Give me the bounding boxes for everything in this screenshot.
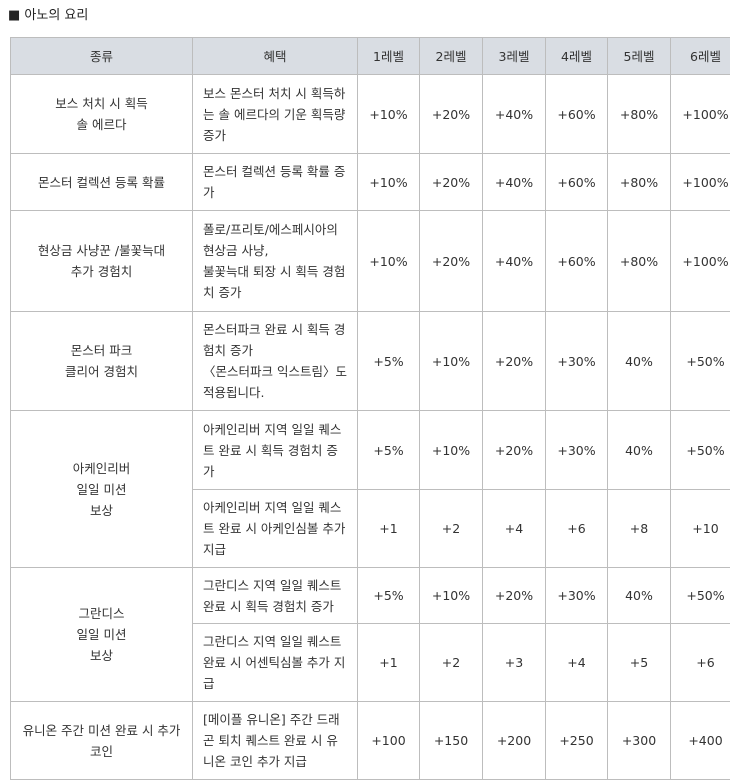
value-cell: +100%	[671, 154, 730, 211]
value-cell: +8	[608, 490, 671, 568]
benefit-cell: 폴로/프리토/에스페시아의 현상금 사냥, 불꽃늑대 퇴장 시 획득 경험치 증…	[193, 211, 358, 312]
value-cell: 40%	[608, 411, 671, 490]
table-row: 아케인리버 일일 미션 보상 아케인리버 지역 일일 퀘스트 완료 시 획득 경…	[11, 411, 730, 490]
header-level-1: 1레벨	[358, 38, 420, 75]
value-cell: +5	[608, 624, 671, 702]
category-cell: 유니온 주간 미션 완료 시 추가 코인	[11, 702, 193, 780]
value-cell: +3	[483, 624, 546, 702]
header-level-5: 5레벨	[608, 38, 671, 75]
table-row: 현상금 사냥꾼 /불꽃늑대 추가 경험치 폴로/프리토/에스페시아의 현상금 사…	[11, 211, 730, 312]
value-cell: +100	[358, 702, 420, 780]
value-cell: +50%	[671, 312, 730, 411]
value-cell: +20%	[420, 154, 483, 211]
value-cell: +4	[546, 624, 608, 702]
value-cell: +30%	[546, 411, 608, 490]
cooking-benefits-table: 종류 혜택 1레벨 2레벨 3레벨 4레벨 5레벨 6레벨 보스 처치 시 획득…	[10, 37, 730, 780]
benefit-cell: 그란디스 지역 일일 퀘스트 완료 시 어센틱심볼 추가 지급	[193, 624, 358, 702]
value-cell: +20%	[420, 211, 483, 312]
value-cell: 40%	[608, 312, 671, 411]
value-cell: +20%	[483, 411, 546, 490]
value-cell: +10%	[358, 75, 420, 154]
table-row: 그란디스 일일 미션 보상 그란디스 지역 일일 퀘스트 완료 시 획득 경험치…	[11, 568, 730, 624]
header-level-3: 3레벨	[483, 38, 546, 75]
value-cell: +150	[420, 702, 483, 780]
value-cell: +30%	[546, 568, 608, 624]
value-cell: +10%	[358, 211, 420, 312]
value-cell: +20%	[483, 312, 546, 411]
section-title: ■ 아노의 요리	[8, 5, 88, 27]
header-row: 종류 혜택 1레벨 2레벨 3레벨 4레벨 5레벨 6레벨	[11, 38, 730, 75]
value-cell: +10	[671, 490, 730, 568]
value-cell: +40%	[483, 211, 546, 312]
category-cell: 현상금 사냥꾼 /불꽃늑대 추가 경험치	[11, 211, 193, 312]
value-cell: +80%	[608, 154, 671, 211]
value-cell: +250	[546, 702, 608, 780]
value-cell: +40%	[483, 75, 546, 154]
value-cell: +5%	[358, 411, 420, 490]
value-cell: +60%	[546, 75, 608, 154]
value-cell: +50%	[671, 411, 730, 490]
table-row: 몬스터 컬렉션 등록 확률 몬스터 컬렉션 등록 확률 증가 +10% +20%…	[11, 154, 730, 211]
value-cell: +200	[483, 702, 546, 780]
table-row: 유니온 주간 미션 완료 시 추가 코인 [메이플 유니온] 주간 드래곤 퇴치…	[11, 702, 730, 780]
value-cell: +300	[608, 702, 671, 780]
category-cell: 몬스터 컬렉션 등록 확률	[11, 154, 193, 211]
header-level-6: 6레벨	[671, 38, 730, 75]
category-cell: 아케인리버 일일 미션 보상	[11, 411, 193, 568]
benefit-cell: 보스 몬스터 처치 시 획득하는 솔 에르다의 기운 획득량 증가	[193, 75, 358, 154]
value-cell: +50%	[671, 568, 730, 624]
value-cell: +2	[420, 490, 483, 568]
value-cell: +400	[671, 702, 730, 780]
value-cell: +80%	[608, 211, 671, 312]
benefit-cell: 몬스터 컬렉션 등록 확률 증가	[193, 154, 358, 211]
value-cell: +10%	[420, 411, 483, 490]
category-cell: 몬스터 파크 클리어 경험치	[11, 312, 193, 411]
table-row: 보스 처치 시 획득 솔 에르다 보스 몬스터 처치 시 획득하는 솔 에르다의…	[11, 75, 730, 154]
value-cell: +60%	[546, 211, 608, 312]
benefit-cell: 그란디스 지역 일일 퀘스트 완료 시 획득 경험치 증가	[193, 568, 358, 624]
value-cell: +100%	[671, 75, 730, 154]
value-cell: +2	[420, 624, 483, 702]
value-cell: +80%	[608, 75, 671, 154]
header-benefit: 혜택	[193, 38, 358, 75]
benefit-cell: [메이플 유니온] 주간 드래곤 퇴치 퀘스트 완료 시 유니온 코인 추가 지…	[193, 702, 358, 780]
category-cell: 보스 처치 시 획득 솔 에르다	[11, 75, 193, 154]
value-cell: +6	[671, 624, 730, 702]
benefit-cell: 아케인리버 지역 일일 퀘스트 완료 시 획득 경험치 증가	[193, 411, 358, 490]
table-row: 몬스터 파크 클리어 경험치 몬스터파크 완료 시 획득 경험치 증가 〈몬스터…	[11, 312, 730, 411]
value-cell: +10%	[358, 154, 420, 211]
value-cell: +10%	[420, 312, 483, 411]
value-cell: +10%	[420, 568, 483, 624]
value-cell: +20%	[420, 75, 483, 154]
benefit-cell: 아케인리버 지역 일일 퀘스트 완료 시 아케인심볼 추가 지급	[193, 490, 358, 568]
value-cell: +1	[358, 624, 420, 702]
benefit-cell: 몬스터파크 완료 시 획득 경험치 증가 〈몬스터파크 익스트림〉도 적용됩니다…	[193, 312, 358, 411]
value-cell: +5%	[358, 312, 420, 411]
value-cell: +40%	[483, 154, 546, 211]
category-cell: 그란디스 일일 미션 보상	[11, 568, 193, 702]
value-cell: +5%	[358, 568, 420, 624]
value-cell: +30%	[546, 312, 608, 411]
header-level-2: 2레벨	[420, 38, 483, 75]
value-cell: +100%	[671, 211, 730, 312]
value-cell: +1	[358, 490, 420, 568]
value-cell: +60%	[546, 154, 608, 211]
header-category: 종류	[11, 38, 193, 75]
value-cell: 40%	[608, 568, 671, 624]
value-cell: +4	[483, 490, 546, 568]
header-level-4: 4레벨	[546, 38, 608, 75]
value-cell: +20%	[483, 568, 546, 624]
value-cell: +6	[546, 490, 608, 568]
